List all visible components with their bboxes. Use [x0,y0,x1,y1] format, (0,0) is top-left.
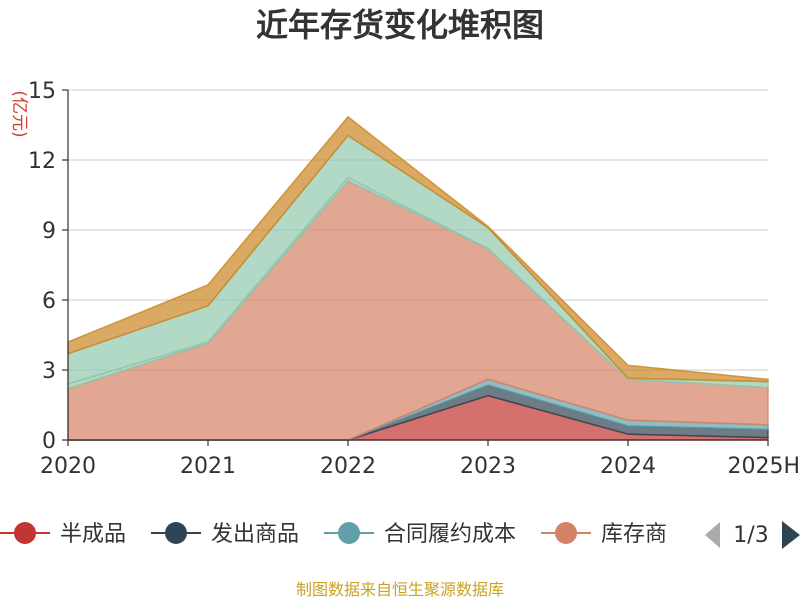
legend-label: 库存商 [601,522,667,547]
legend-item[interactable]: 合同履约成本 [324,522,516,547]
y-tick-label: 6 [42,289,56,314]
chart-title: 近年存货变化堆积图 [256,6,544,44]
y-tick-label: 9 [42,219,56,244]
legend-label: 半成品 [60,522,126,547]
legend-marker-icon [555,522,577,544]
y-tick-label: 15 [28,79,56,104]
legend-label: 合同履约成本 [384,522,516,547]
x-tick-label: 2023 [460,454,516,479]
legend-next-arrow-icon[interactable] [782,521,800,549]
legend-prev-arrow-icon[interactable] [705,522,720,548]
x-tick-label: 2024 [600,454,656,479]
legend-marker-icon [165,522,187,544]
legend-pager: 1/3 [705,521,800,549]
legend-marker-icon [14,522,36,544]
y-axis-unit: (亿元) [9,90,29,137]
legend-label: 发出商品 [211,522,299,547]
legend-marker-icon [338,522,360,544]
legend-items: 半成品 发出商品 合同履约成本 库存商 [0,522,667,547]
axes: 0 3 6 9 12 15 2020 2021 2022 2023 2024 2025H [28,79,800,479]
source-note: 制图数据来自恒生聚源数据库 [296,580,504,599]
x-tick-label: 2025H [727,454,800,479]
legend-item[interactable]: 半成品 [0,522,126,547]
x-tick-label: 2020 [40,454,96,479]
legend-item[interactable]: 库存商 [541,522,667,547]
y-tick-label: 3 [42,359,56,384]
x-tick-label: 2022 [320,454,376,479]
stacked-areas [67,115,769,441]
y-tick-label: 0 [42,429,56,454]
area-series-6 [67,115,769,383]
legend-page-indicator: 1/3 [733,523,768,548]
legend: 半成品 发出商品 合同履约成本 库存商 [0,522,667,547]
y-tick-label: 12 [28,149,56,174]
legend-item[interactable]: 发出商品 [151,522,299,547]
x-tick-label: 2021 [180,454,236,479]
